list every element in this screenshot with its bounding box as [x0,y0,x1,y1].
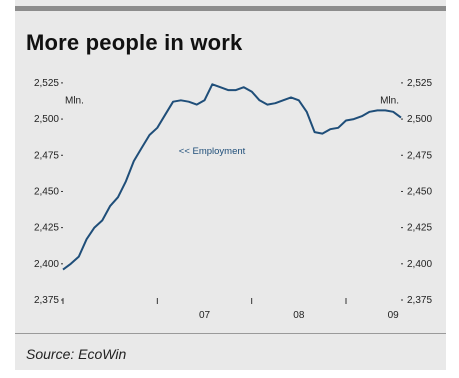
y-tick-label-right: 2,375 [407,295,432,306]
x-tick-label: 09 [388,310,400,321]
y-tick-label-right: 2,400 [407,259,432,270]
divider [15,333,446,334]
y-tick-label-right: 2,525 [407,78,432,89]
y-tick-label-right: 2,475 [407,150,432,161]
y-tick-label-left: 2,500 [34,114,59,125]
series-annotation: << Employment [179,146,246,157]
chart-title: More people in work [26,30,243,55]
y-tick-label-left: 2,475 [34,150,59,161]
y-tick-label-left: 2,400 [34,259,59,270]
x-tick-label: 07 [199,310,211,321]
y-tick-label-left: 2,450 [34,186,59,197]
chart-panel: More people in work 2,375 2,375 2,400 2,400… [15,0,446,370]
left-unit-label: Mln. [65,95,84,106]
y-tick-label-right: 2,450 [407,186,432,197]
y-tick-label-left: 2,525 [34,78,59,89]
top-rule [15,6,446,11]
source-note: Source: EcoWin [26,346,127,362]
chart-area: 2,375 2,375 2,400 2,400 2,425 2,425 2,450 2,450… [15,66,446,326]
x-tick-label: 08 [293,310,305,321]
y-tick-label-left: 2,425 [34,223,59,234]
y-tick-label-right: 2,500 [407,114,432,125]
right-unit-label: Mln. [380,95,399,106]
y-tick-label-left: 2,375 [34,295,59,306]
employment-line [62,83,402,271]
y-tick-label-right: 2,425 [407,223,432,234]
line-chart: 2,375 2,375 2,400 2,400 2,425 2,425 2,450 2,450… [34,78,432,321]
